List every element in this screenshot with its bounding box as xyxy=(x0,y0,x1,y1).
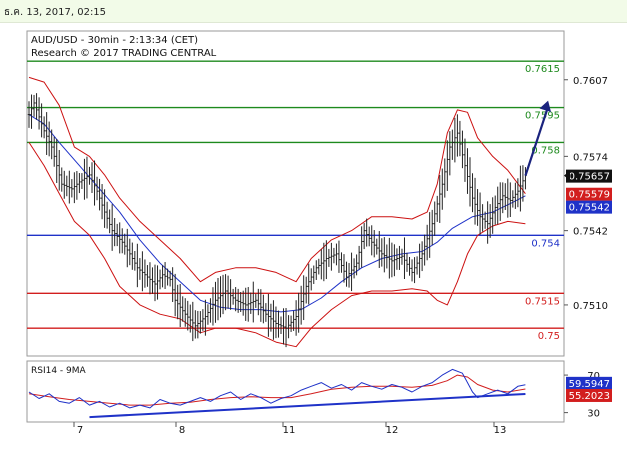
price-box-label-0: 0.75657 xyxy=(569,172,610,183)
x-tick-label-2: 11 xyxy=(283,425,296,436)
level-label-2: 0.758 xyxy=(531,145,560,156)
y-tick-label-1: 0.7574 xyxy=(573,152,608,163)
chart-subtitle: Research © 2017 TRADING CENTRAL xyxy=(31,48,217,59)
level-label-0: 0.7615 xyxy=(525,64,560,75)
rsi-box-label-0: 59.5947 xyxy=(569,379,610,390)
rsi-box-label-1: 55.2023 xyxy=(569,391,610,402)
price-box-label-1: 0.75579 xyxy=(569,190,610,201)
bollinger-lower-line xyxy=(28,142,526,348)
levels-layer: 0.7615 0.7595 0.758 0.754 0.7515 0.75 xyxy=(27,60,564,342)
level-label-5: 0.75 xyxy=(538,331,560,342)
x-tick-label-3: 12 xyxy=(386,425,399,436)
y-tick-label-2: 0.7542 xyxy=(573,227,608,238)
rsi-box-1 xyxy=(566,388,612,402)
price-panel-frame xyxy=(26,30,565,357)
y-tick-label-0: 0.7607 xyxy=(573,76,608,87)
datetime-label: ธ.ค. 13, 2017, 02:15 xyxy=(4,7,107,18)
axis-layer: 0.7607 0.7574 0.7542 0.7510 0.75657 0.75579 0.… xyxy=(73,76,612,436)
rsi-tick-label-1: 30 xyxy=(587,409,600,420)
forecast-arrow-line xyxy=(524,106,550,176)
current-price-pointer xyxy=(564,170,570,181)
price-box-2 xyxy=(566,200,612,214)
bollinger-bands-layer xyxy=(28,76,526,348)
rsi-box-0 xyxy=(566,376,612,390)
price-box-label-2: 0.75542 xyxy=(569,203,610,214)
rsi-title: RSI14 - 9MA xyxy=(31,366,87,376)
date-banner: ธ.ค. 13, 2017, 02:15 xyxy=(0,0,627,23)
rsi-tick-label-0: 70 xyxy=(587,371,600,382)
level-label-3: 0.754 xyxy=(531,238,560,249)
moving-average-line xyxy=(28,114,526,313)
forecast-arrow-head xyxy=(539,100,551,112)
level-label-1: 0.7595 xyxy=(525,111,560,122)
rsi-line xyxy=(28,368,526,409)
chart-title: AUD/USD - 30min - 2:13:34 (CET) xyxy=(31,35,198,46)
price-box-1 xyxy=(566,187,612,201)
price-box-0 xyxy=(566,169,612,183)
bollinger-upper-line xyxy=(28,76,526,283)
y-tick-label-3: 0.7510 xyxy=(573,301,608,312)
rsi-ma-line xyxy=(28,374,526,406)
price-layer xyxy=(27,93,527,348)
x-tick-label-0: 7 xyxy=(77,425,83,436)
x-tick-label-4: 13 xyxy=(494,425,507,436)
rsi-trendline xyxy=(89,392,526,419)
rsi-panel-frame xyxy=(26,360,565,423)
forecast-arrow-layer xyxy=(524,100,551,176)
level-label-4: 0.7515 xyxy=(525,296,560,307)
x-tick-label-1: 8 xyxy=(179,425,185,436)
